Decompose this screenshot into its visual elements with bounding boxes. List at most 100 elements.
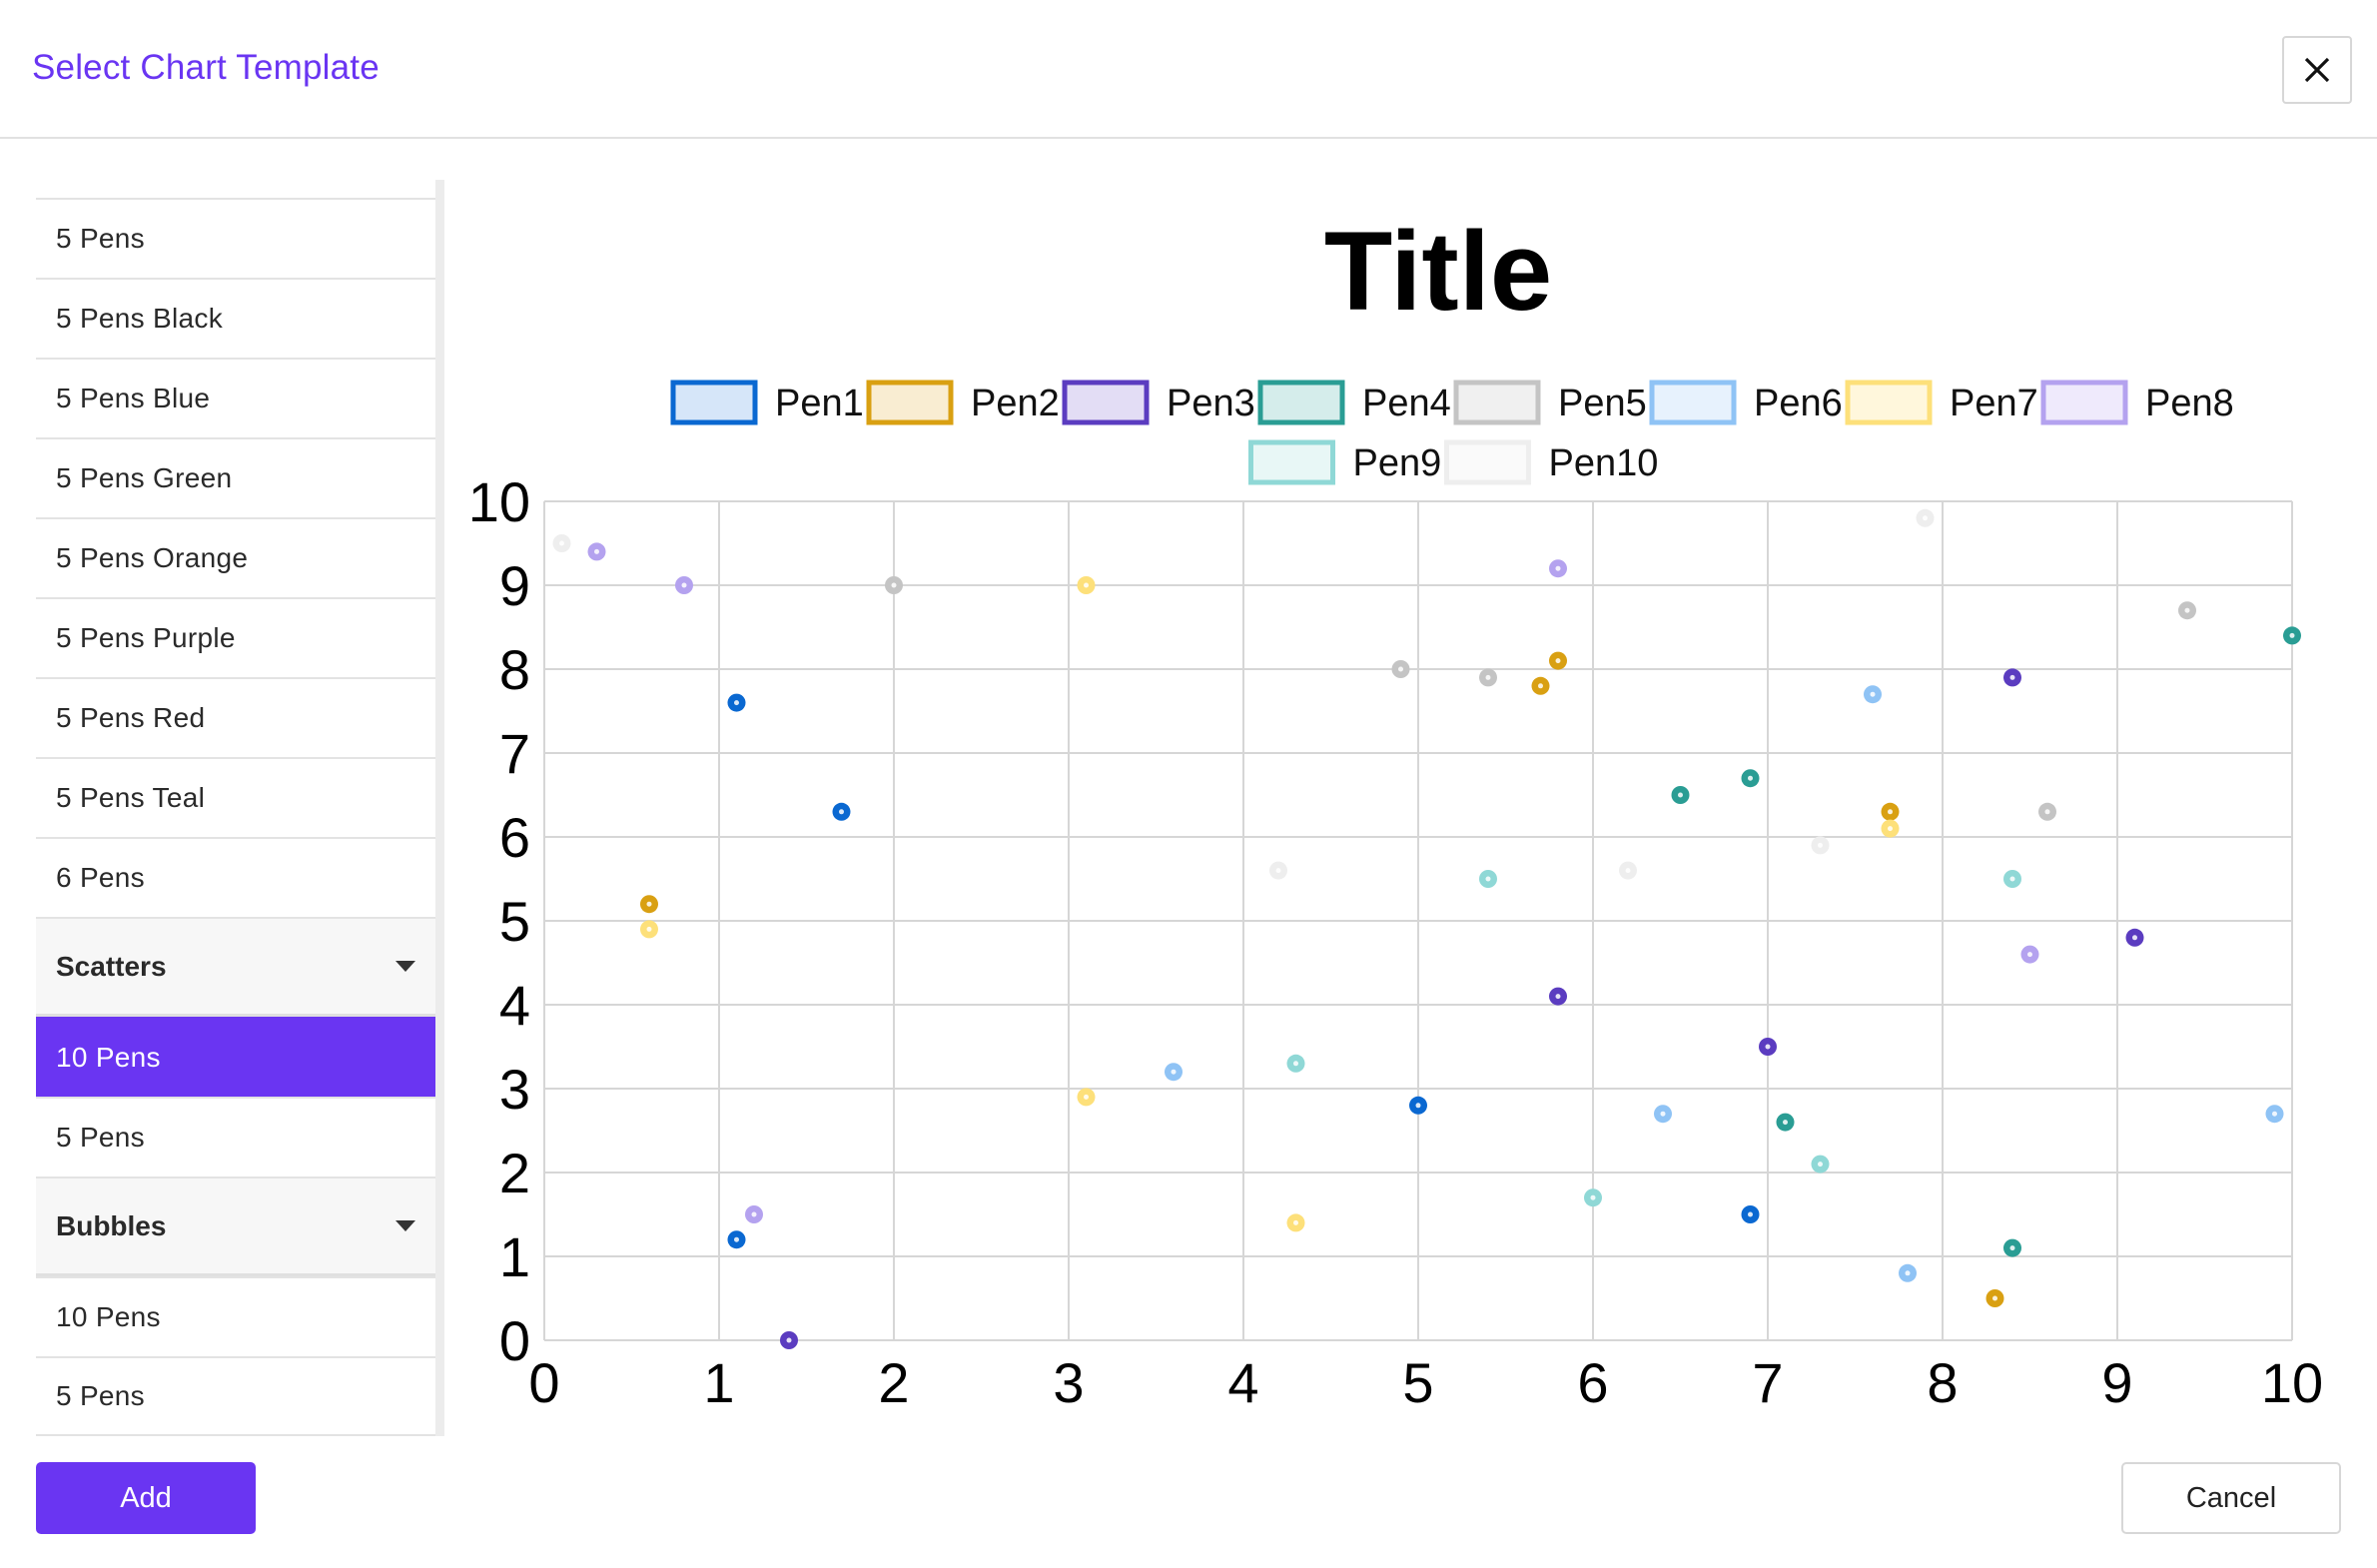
legend-label: Pen1 [775,383,864,424]
template-item-label: 10 Pens [56,1042,161,1073]
template-item-label: 6 Pens [56,862,145,893]
data-point-center [646,901,652,907]
x-tick-label: 8 [1927,1351,1958,1414]
data-point-center [1555,565,1561,571]
data-point-center [1818,842,1823,848]
cancel-button[interactable]: Cancel [2121,1462,2341,1534]
data-point-center [1590,1194,1596,1200]
template-item-5-pens-blue[interactable]: 5 Pens Blue [36,358,435,437]
data-point-center [1888,809,1893,815]
data-point-center [1084,582,1089,588]
x-tick-label: 9 [2101,1351,2132,1414]
y-tick-label: 0 [499,1309,530,1372]
data-point-center [1870,691,1876,697]
template-item-bubbles-5-pens[interactable]: 5 Pens [36,1356,435,1436]
data-point-center [2272,1111,2277,1117]
group-header-scatters[interactable]: Scatters [36,917,435,1017]
close-button[interactable] [2282,36,2352,104]
template-item-5-pens-teal[interactable]: 5 Pens Teal [36,757,435,837]
template-item-bubbles-10-pens[interactable]: 10 Pens [36,1276,435,1356]
data-point-center [1171,1069,1177,1075]
data-point-center [646,926,652,932]
y-tick-label: 5 [499,890,530,953]
data-point-center [1765,1044,1771,1050]
x-tick-label: 3 [1053,1351,1084,1414]
legend-label: Pen2 [971,383,1060,424]
template-list-top [36,180,435,198]
y-tick-label: 1 [499,1225,530,1288]
data-point-center [2132,935,2137,941]
template-list[interactable]: 5 Pens 5 Pens Black 5 Pens Blue 5 Pens G… [36,180,435,1436]
template-item-label: 5 Pens [56,223,145,254]
data-point-center [1992,1295,1997,1301]
legend-swatch [1845,380,1933,425]
template-item-5-pens-orange[interactable]: 5 Pens Orange [36,517,435,597]
legend-swatch [1649,380,1737,425]
y-tick-label: 7 [499,722,530,785]
legend-label: Pen8 [2145,383,2234,424]
data-point-center [839,809,844,815]
data-point-center [559,540,564,546]
dialog-header: Select Chart Template [0,0,2377,139]
y-tick-label: 8 [499,638,530,701]
data-point-center [1748,775,1753,781]
template-item-label: 5 Pens Black [56,303,224,334]
data-point-center [1625,868,1631,874]
template-item-scatters-10-pens[interactable]: 10 Pens [36,1017,435,1097]
data-point-center [2009,674,2015,680]
data-point-center [1485,876,1491,882]
data-point-center [1485,674,1491,680]
template-item-scatters-5-pens[interactable]: 5 Pens [36,1097,435,1176]
caret-down-icon [396,1220,415,1231]
data-point-center [1888,826,1893,832]
legend-swatch [1444,439,1531,485]
template-item-label: 5 Pens Orange [56,542,249,573]
chart-preview: Title Pen1 Pen2 Pen3 Pen4 Pen5 Pen6 Pen7 Pen8 Pen… [444,180,2377,1436]
x-tick-label: 5 [1402,1351,1433,1414]
template-item-6-pens[interactable]: 6 Pens [36,837,435,917]
legend-swatch [1248,439,1335,485]
data-point-center [1555,658,1561,664]
data-point-center [2289,632,2295,638]
dialog-title: Select Chart Template [32,48,380,87]
legend-label: Pen9 [1353,442,1442,484]
template-item-5-pens-purple[interactable]: 5 Pens Purple [36,597,435,677]
template-item-label: 5 Pens Green [56,462,233,493]
template-item-5-pens-green[interactable]: 5 Pens Green [36,437,435,517]
x-tick-label: 10 [2261,1351,2323,1414]
template-item-label: 5 Pens [56,1380,145,1411]
legend-swatch [1062,380,1150,425]
legend-label: Pen7 [1950,383,2038,424]
data-point-center [1555,994,1561,1000]
data-point-center [1084,1094,1089,1100]
template-item-5-pens-black[interactable]: 5 Pens Black [36,278,435,358]
x-tick-label: 7 [1752,1351,1783,1414]
data-point-center [1923,515,1928,521]
data-point-center [2009,876,2015,882]
template-item-label: 5 Pens Purple [56,622,236,653]
template-item-label: 5 Pens Teal [56,782,206,813]
template-item-label: 10 Pens [56,1301,161,1332]
template-item-5-pens[interactable]: 5 Pens [36,198,435,278]
data-point-center [1678,792,1683,798]
legend-swatch [1257,380,1345,425]
caret-down-icon [396,961,415,972]
legend-label: Pen3 [1167,383,1255,424]
x-tick-label: 4 [1227,1351,1258,1414]
data-point-center [891,582,897,588]
data-point-center [1398,666,1403,672]
legend-swatch [670,380,758,425]
legend-swatch [2040,380,2128,425]
data-point-center [1660,1111,1666,1117]
template-list-scrollbar[interactable] [435,180,444,1436]
data-point-center [1538,683,1543,689]
data-point-center [734,1236,739,1242]
data-point-center [1783,1120,1788,1126]
y-tick-label: 10 [468,470,530,533]
template-item-5-pens-red[interactable]: 5 Pens Red [36,677,435,757]
group-header-bubbles[interactable]: Bubbles [36,1176,435,1276]
group-label: Scatters [56,950,167,982]
data-point-center [1748,1211,1753,1217]
legend-label: Pen6 [1754,383,1843,424]
add-button[interactable]: Add [36,1462,256,1534]
